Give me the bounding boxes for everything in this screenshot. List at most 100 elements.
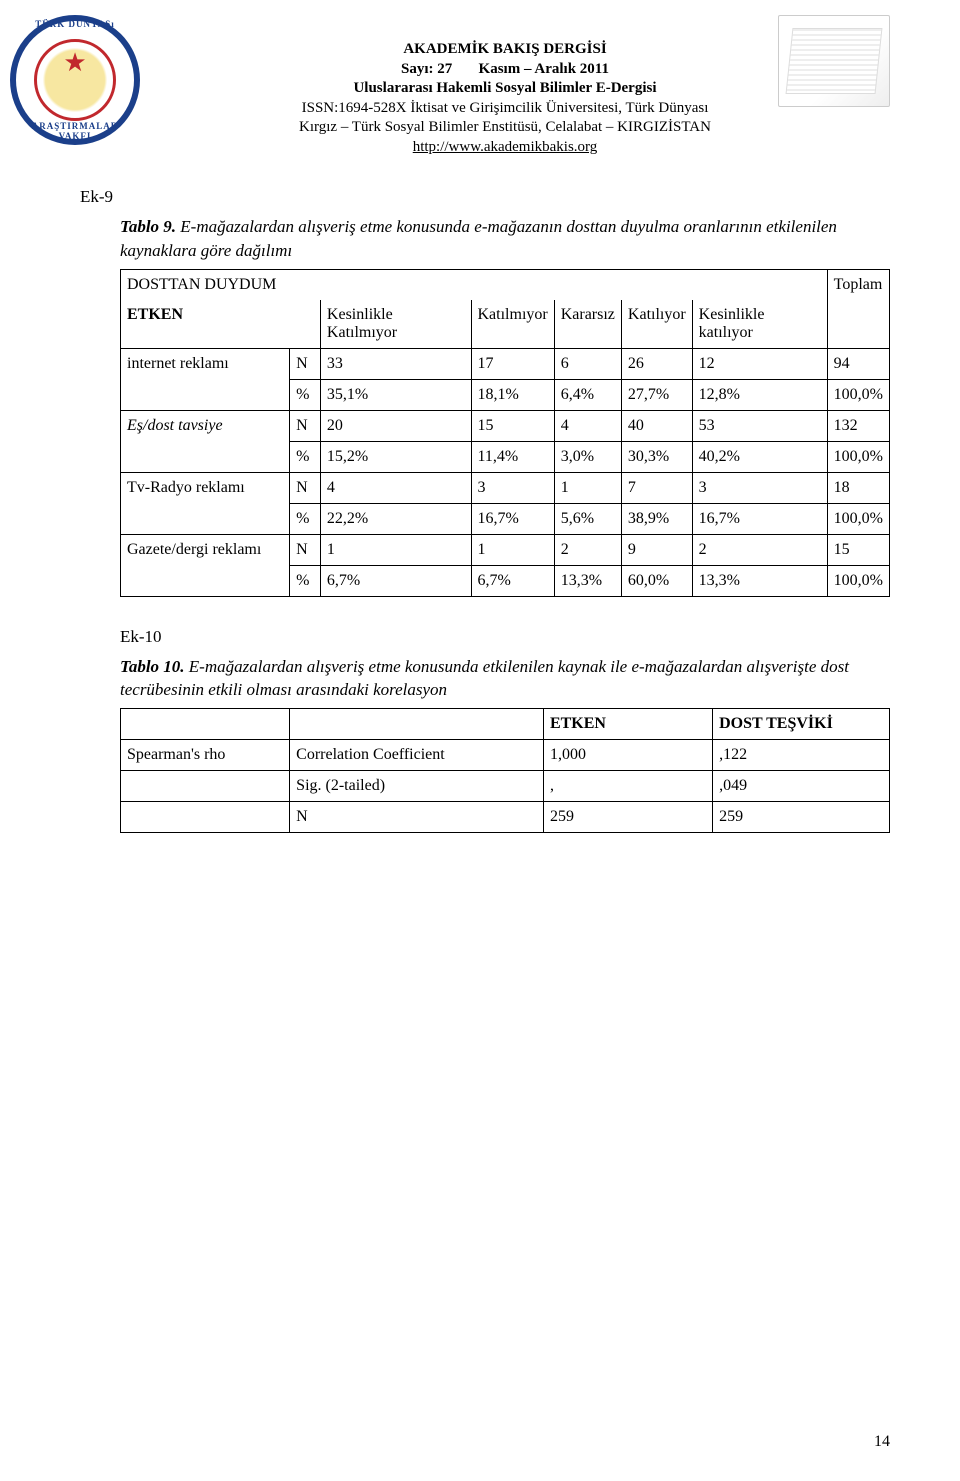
- table10-caption-bold: Tablo 10.: [120, 657, 185, 676]
- n-symbol: N: [290, 534, 321, 565]
- table-cell: 26: [621, 348, 692, 379]
- t10-col1: ETKEN: [543, 709, 712, 740]
- t10-r1-stat: Correlation Coefficient: [290, 740, 544, 771]
- table-cell: 60,0%: [621, 565, 692, 596]
- journal-subtitle: Uluslararası Hakemli Sosyal Bilimler E-D…: [240, 79, 770, 99]
- seal-logo: TÜRK DÜNYASı ★ ARAŞTIRMALAR VAKFI: [10, 15, 140, 145]
- table-cell: 22,2%: [320, 503, 471, 534]
- t10-r2-blank: [121, 771, 290, 802]
- table-cell: 13,3%: [554, 565, 621, 596]
- pct-symbol: %: [290, 503, 321, 534]
- table-cell: 6: [554, 348, 621, 379]
- table-row-label: internet reklamı: [121, 348, 290, 410]
- pct-symbol: %: [290, 441, 321, 472]
- table-cell: 6,4%: [554, 379, 621, 410]
- t10-r1-label: Spearman's rho: [121, 740, 290, 771]
- t10-r3-stat: N: [290, 802, 544, 833]
- table9-hdr1-right: Toplam: [827, 269, 889, 300]
- table-cell: 3: [692, 472, 827, 503]
- pct-symbol: %: [290, 379, 321, 410]
- t10-r3-blank: [121, 802, 290, 833]
- table-cell: 12: [692, 348, 827, 379]
- t10-blank1: [121, 709, 290, 740]
- t10-r3-v2: 259: [713, 802, 890, 833]
- table-cell: 1: [320, 534, 471, 565]
- ek10-label: Ek-10: [120, 627, 890, 647]
- table-cell: 7: [621, 472, 692, 503]
- star-icon: ★: [63, 48, 86, 78]
- table-cell: 100,0%: [827, 441, 889, 472]
- table-cell: 38,9%: [621, 503, 692, 534]
- n-symbol: N: [290, 348, 321, 379]
- journal-url[interactable]: http://www.akademikbakis.org: [240, 138, 770, 158]
- journal-issue: Sayı: 27 Kasım – Aralık 2011: [240, 60, 770, 80]
- table-cell: 1: [554, 472, 621, 503]
- table-cell: 2: [692, 534, 827, 565]
- table-cell: 94: [827, 348, 889, 379]
- t10-r3-v1: 259: [543, 802, 712, 833]
- journal-issn: ISSN:1694-528X İktisat ve Girişimcilik Ü…: [240, 99, 770, 119]
- table-cell: 6,7%: [320, 565, 471, 596]
- table-cell: 1: [471, 534, 554, 565]
- book-icon: [778, 15, 890, 107]
- pct-symbol: %: [290, 565, 321, 596]
- table10: ETKEN DOST TEŞVİKİ Spearman's rho Correl…: [120, 708, 890, 833]
- table9-hdr-c4: Kararsız: [554, 300, 621, 349]
- table-cell: 40,2%: [692, 441, 827, 472]
- n-symbol: N: [290, 410, 321, 441]
- issue-date: Kasım – Aralık 2011: [479, 61, 609, 77]
- table-cell: 3,0%: [554, 441, 621, 472]
- table-cell: 33: [320, 348, 471, 379]
- table-cell: 18: [827, 472, 889, 503]
- t10-col2: DOST TEŞVİKİ: [713, 709, 890, 740]
- table-cell: 4: [320, 472, 471, 503]
- ek9-label: Ek-9: [80, 187, 890, 207]
- etken-label: ETKEN: [127, 306, 183, 323]
- table-cell: 5,6%: [554, 503, 621, 534]
- table-cell: 16,7%: [692, 503, 827, 534]
- table9-caption-text: E-mağazalardan alışveriş etme konusunda …: [120, 217, 837, 260]
- table-cell: 11,4%: [471, 441, 554, 472]
- journal-institute: Kırgız – Türk Sosyal Bilimler Enstitüsü,…: [240, 118, 770, 138]
- table-cell: 15: [471, 410, 554, 441]
- table9-caption: Tablo 9. E-mağazalardan alışveriş etme k…: [120, 215, 890, 263]
- table-cell: 100,0%: [827, 379, 889, 410]
- table-cell: 12,8%: [692, 379, 827, 410]
- table-cell: 53: [692, 410, 827, 441]
- table-cell: 35,1%: [320, 379, 471, 410]
- journal-header: TÜRK DÜNYASı ★ ARAŞTIRMALAR VAKFI AKADEM…: [120, 40, 890, 157]
- table-row-label: Eş/dost tavsiye: [121, 410, 290, 472]
- table9-hdr-empty: [827, 300, 889, 349]
- table-cell: 6,7%: [471, 565, 554, 596]
- etken-col: ETKEN: [550, 715, 606, 732]
- table-cell: 2: [554, 534, 621, 565]
- t10-r1-v2: ,122: [713, 740, 890, 771]
- table9-hdr1-left: DOSTTAN DUYDUM: [121, 269, 828, 300]
- t10-r2-v2: ,049: [713, 771, 890, 802]
- table-cell: 4: [554, 410, 621, 441]
- table9-hdr-c6: Kesinlikle katılıyor: [692, 300, 827, 349]
- table10-caption-text: E-mağazalardan alışveriş etme konusunda …: [120, 657, 849, 700]
- table9-hdr-c3: Katılmıyor: [471, 300, 554, 349]
- table9-hdr-c5: Katılıyor: [621, 300, 692, 349]
- table-cell: 3: [471, 472, 554, 503]
- table9-hdr-etken: ETKEN: [121, 300, 321, 349]
- seal-text-bottom: ARAŞTIRMALAR VAKFI: [16, 121, 134, 141]
- table-cell: 20: [320, 410, 471, 441]
- t10-r1-v1: 1,000: [543, 740, 712, 771]
- table-cell: 132: [827, 410, 889, 441]
- page-number: 14: [874, 1433, 890, 1451]
- table-cell: 13,3%: [692, 565, 827, 596]
- table9-hdr-c2: Kesinlikle Katılmıyor: [320, 300, 471, 349]
- table-cell: 18,1%: [471, 379, 554, 410]
- table-row-label: Gazete/dergi reklamı: [121, 534, 290, 596]
- dost-col: DOST TEŞVİKİ: [719, 715, 833, 732]
- t10-r2-stat: Sig. (2-tailed): [290, 771, 544, 802]
- table-cell: 15: [827, 534, 889, 565]
- table9-caption-bold: Tablo 9.: [120, 217, 176, 236]
- table-cell: 27,7%: [621, 379, 692, 410]
- table-cell: 9: [621, 534, 692, 565]
- table-cell: 15,2%: [320, 441, 471, 472]
- table-cell: 16,7%: [471, 503, 554, 534]
- t10-r2-v1: ,: [543, 771, 712, 802]
